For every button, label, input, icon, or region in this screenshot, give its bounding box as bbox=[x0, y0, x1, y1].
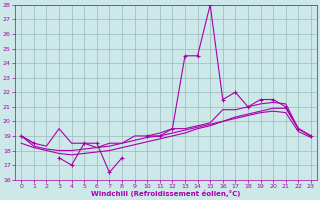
X-axis label: Windchill (Refroidissement éolien,°C): Windchill (Refroidissement éolien,°C) bbox=[92, 190, 241, 197]
